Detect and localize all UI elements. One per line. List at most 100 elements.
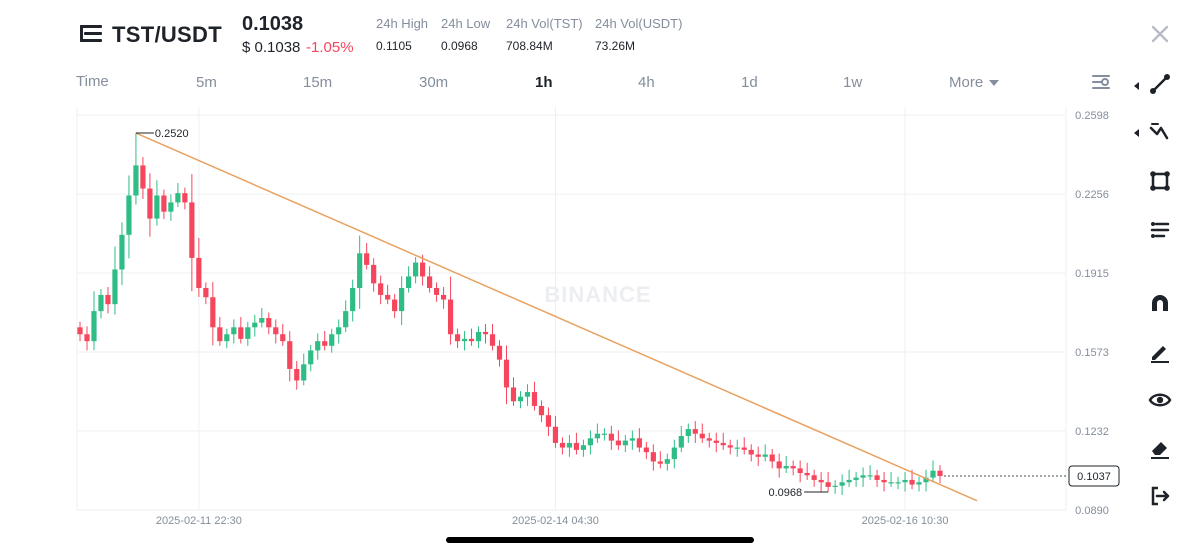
candle-body (706, 438, 712, 441)
stat-label: 24h High (376, 16, 429, 31)
candle-body (112, 269, 118, 305)
candle (790, 460, 796, 476)
candle (867, 465, 873, 480)
candle (874, 469, 880, 487)
eye-icon[interactable] (1148, 388, 1172, 412)
candle (636, 428, 642, 453)
candle-body (503, 359, 510, 388)
exit-icon[interactable] (1148, 484, 1172, 508)
y-tick-label: 0.2256 (1075, 189, 1109, 201)
brush-tool-icon[interactable] (1148, 218, 1172, 242)
candle (482, 324, 489, 344)
pair-title[interactable]: TST/USDT (112, 22, 222, 47)
candle-body (727, 445, 733, 448)
candle (133, 133, 139, 205)
candle-body (196, 257, 202, 288)
candle-body (468, 338, 475, 342)
trendline-tool-icon[interactable] (1148, 72, 1172, 96)
candle-body (287, 341, 293, 369)
magnet-icon[interactable] (1148, 291, 1172, 315)
tab-15m[interactable]: 15m (303, 74, 333, 91)
candle (343, 300, 349, 333)
last-price: 0.1038 (242, 13, 304, 35)
candle-body (692, 429, 698, 434)
interval-tabs: Time 5m 15m 30m 1h 4h 1d 1w More (0, 70, 1120, 96)
x-tick-label: 2025-02-14 04:30 (512, 515, 599, 527)
candle-body (343, 311, 349, 328)
stat-value: 73.26M (595, 39, 636, 53)
candle-body (329, 334, 335, 346)
candle-body (643, 447, 649, 453)
candle (853, 472, 859, 487)
stat-value: 0.1105 (376, 39, 412, 53)
y-tick-label: 0.1573 (1075, 347, 1109, 359)
candle (196, 238, 202, 298)
candle-body (811, 475, 817, 480)
candle (154, 180, 160, 226)
more-label: More (949, 74, 984, 91)
candle (538, 400, 545, 423)
caret-left-icon[interactable] (1134, 129, 1139, 137)
home-indicator (446, 537, 754, 543)
caret-left-icon[interactable] (1134, 82, 1139, 90)
tab-1w[interactable]: 1w (843, 74, 863, 91)
candle-body (440, 294, 447, 300)
rectangle-tool-icon[interactable] (1148, 169, 1172, 193)
candle (315, 333, 321, 360)
x-axis: 2025-02-11 22:30 2025-02-14 04:30 2025-02-… (156, 515, 949, 527)
candle-body (266, 318, 272, 328)
chevron-down-icon (989, 80, 1000, 87)
candle (755, 446, 761, 467)
chart-settings-icon[interactable] (1092, 74, 1110, 90)
candle-body (909, 479, 915, 485)
eraser-icon[interactable] (1148, 436, 1172, 460)
candle (734, 439, 740, 457)
pencil-icon[interactable] (1148, 340, 1172, 364)
price-chart[interactable]: 0.2598 0.2256 0.1915 0.1573 0.1232 0.0890 2025… (0, 100, 1130, 532)
tab-1h[interactable]: 1h (535, 74, 553, 91)
candle (336, 319, 342, 344)
candle-body (776, 461, 782, 469)
candle (266, 312, 272, 335)
candles (77, 133, 943, 495)
tab-5m[interactable]: 5m (196, 74, 217, 91)
candle (406, 266, 412, 293)
candle (454, 328, 461, 349)
candle-body (916, 482, 922, 485)
low-price-label: 0.0968 (768, 487, 802, 499)
candle (916, 476, 922, 492)
candle (713, 432, 719, 453)
candle-body (154, 195, 160, 219)
candle (503, 345, 510, 405)
candle-body (657, 461, 663, 464)
candle-body (482, 331, 489, 335)
candle-body (650, 452, 656, 462)
y-tick-label: 0.1915 (1075, 268, 1109, 280)
candle (294, 361, 300, 390)
candle-body (524, 392, 531, 397)
candle-body (818, 479, 824, 483)
more-dropdown[interactable]: More (949, 74, 1000, 91)
candle (84, 326, 90, 351)
candle-body (720, 442, 726, 446)
candle-body (902, 479, 908, 483)
candle (287, 331, 293, 382)
tab-30m[interactable]: 30m (419, 74, 449, 91)
tab-1d[interactable]: 1d (741, 74, 758, 91)
candle (657, 451, 663, 469)
candle-body (741, 447, 747, 450)
candle (580, 439, 587, 457)
candle-body (406, 276, 412, 288)
candle-body (804, 472, 810, 476)
candle-body (867, 475, 873, 477)
candle-body (573, 442, 580, 450)
fib-tool-icon[interactable] (1148, 120, 1172, 144)
candle (846, 469, 852, 487)
stat-value: 0.0968 (441, 39, 478, 53)
close-icon[interactable] (1150, 24, 1170, 44)
candle-body (364, 253, 370, 265)
candle (888, 472, 894, 487)
menu-icon[interactable] (80, 24, 102, 44)
candle (608, 425, 614, 450)
tab-4h[interactable]: 4h (638, 74, 655, 91)
